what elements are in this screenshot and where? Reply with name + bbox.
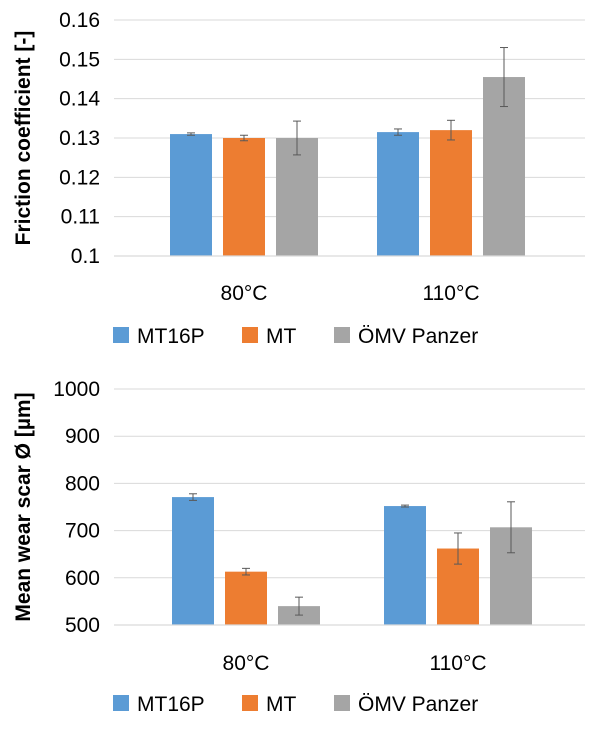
y-tick-label: 500 [65, 614, 100, 637]
y-axis-title: Mean wear scar Ø [µm] [12, 392, 35, 621]
legend-label: MT16P [137, 693, 205, 716]
y-axis-title: Friction coefficient [-] [12, 31, 35, 246]
y-tick-label: 900 [65, 425, 100, 448]
bar-mt [225, 571, 267, 625]
bar-mt [223, 138, 265, 256]
legend-label: MT [266, 693, 296, 716]
bar--mv-panzer [276, 138, 318, 256]
x-category-label: 110°C [429, 652, 486, 675]
legend-label: MT [266, 325, 296, 348]
legend-swatch [242, 327, 258, 343]
y-tick-label: 0.14 [59, 88, 100, 111]
y-tick-label: 0.16 [59, 9, 100, 32]
legend-swatch [334, 695, 350, 711]
y-tick-label: 0.15 [59, 48, 100, 71]
legend-swatch [113, 695, 129, 711]
bar-mt16p [172, 497, 214, 625]
y-tick-label: 0.12 [59, 166, 100, 189]
legend-label: MT16P [137, 325, 205, 348]
bar-mt [430, 130, 472, 256]
y-tick-label: 700 [65, 520, 100, 543]
legend-swatch [334, 327, 350, 343]
y-tick-label: 0.11 [61, 206, 100, 229]
x-category-label: 80°C [221, 282, 268, 305]
legend-swatch [242, 695, 258, 711]
y-tick-label: 1000 [53, 378, 100, 401]
x-category-label: 110°C [422, 282, 479, 305]
y-tick-label: 0.13 [59, 127, 100, 150]
y-tick-label: 0.1 [71, 245, 100, 268]
y-tick-label: 800 [65, 472, 100, 495]
y-tick-label: 600 [65, 567, 100, 590]
bar-mt16p [377, 132, 419, 256]
legend-label: ÖMV Panzer [358, 325, 478, 348]
legend-swatch [113, 327, 129, 343]
legend-label: ÖMV Panzer [358, 693, 478, 716]
x-category-label: 80°C [223, 652, 270, 675]
bar-mt16p [384, 506, 426, 625]
bar-mt16p [170, 134, 212, 256]
